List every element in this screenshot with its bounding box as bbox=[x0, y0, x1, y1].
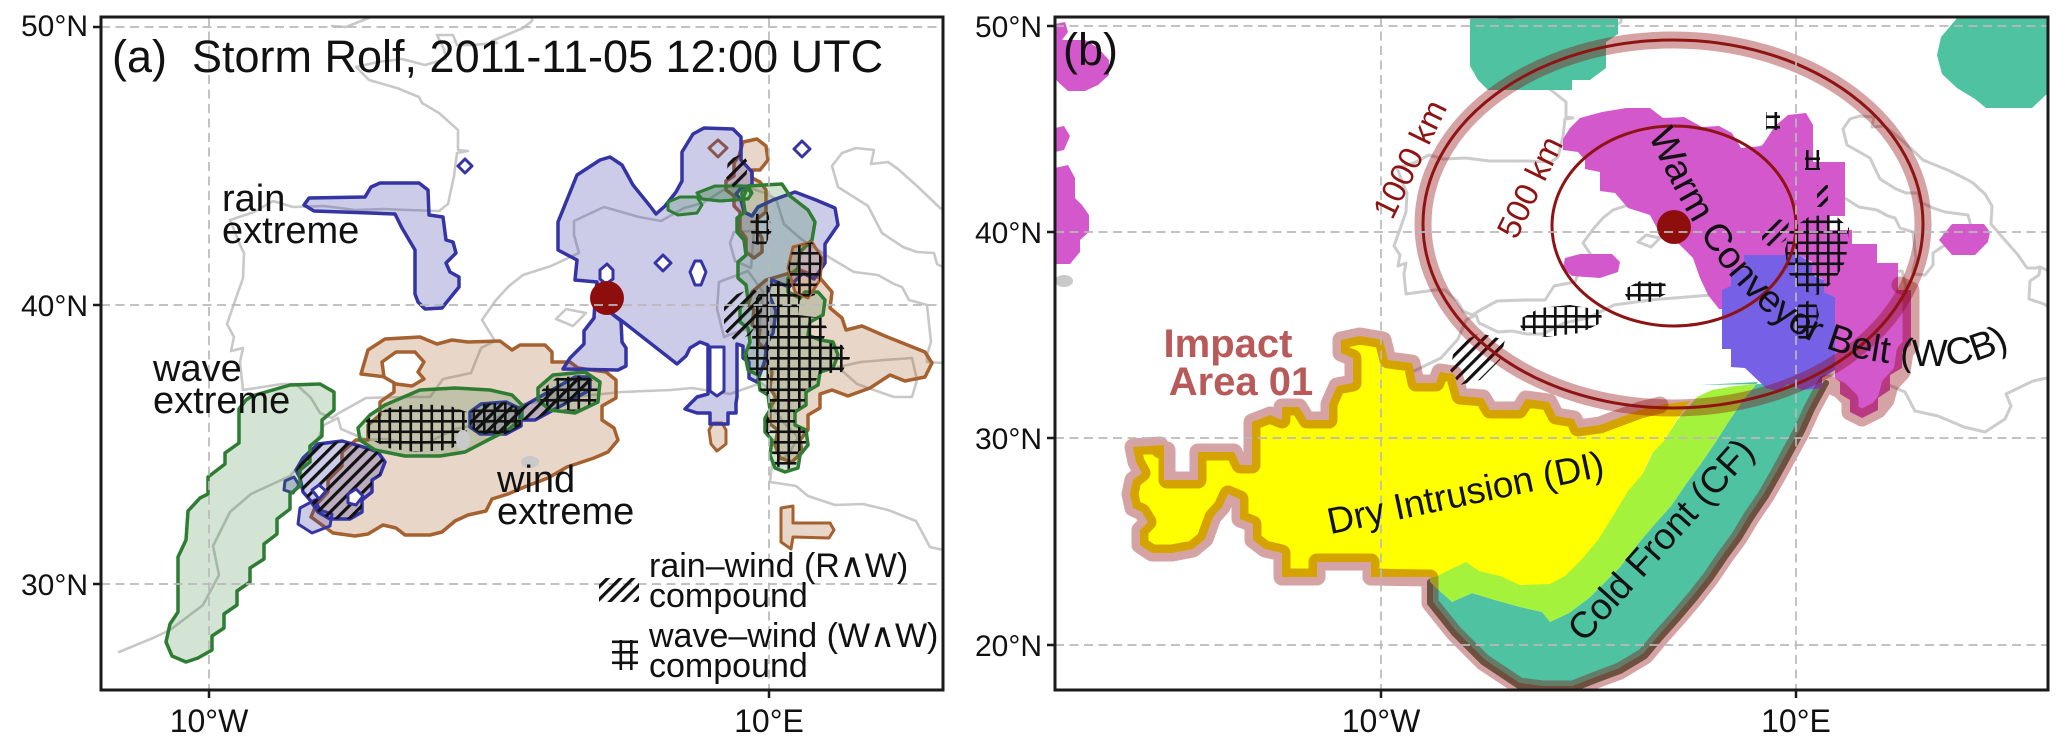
svg-text:40°N: 40°N bbox=[975, 217, 1042, 250]
svg-text:wave: wave bbox=[152, 348, 242, 390]
svg-text:(a) Storm Rolf, 2011-11-05 12: (a) Storm Rolf, 2011-11-05 12:00 UTC bbox=[112, 31, 883, 82]
svg-text:50°N: 50°N bbox=[21, 10, 88, 43]
svg-text:50°N: 50°N bbox=[975, 11, 1042, 44]
svg-text:30°N: 30°N bbox=[21, 569, 88, 602]
svg-text:(b): (b) bbox=[1063, 24, 1118, 75]
svg-text:wind: wind bbox=[496, 459, 575, 501]
svg-text:10°W: 10°W bbox=[1342, 703, 1421, 738]
svg-text:10°W: 10°W bbox=[170, 703, 249, 738]
svg-text:rain–wind (R∧W): rain–wind (R∧W) bbox=[649, 547, 908, 585]
svg-text:Area 01: Area 01 bbox=[1169, 360, 1314, 404]
svg-text:20°N: 20°N bbox=[975, 630, 1042, 663]
svg-text:30°N: 30°N bbox=[975, 423, 1042, 456]
svg-text:extreme: extreme bbox=[497, 491, 634, 533]
svg-text:40°N: 40°N bbox=[21, 290, 88, 323]
svg-text:rain: rain bbox=[222, 178, 285, 220]
svg-text:compound: compound bbox=[649, 577, 808, 615]
svg-text:10°E: 10°E bbox=[734, 703, 804, 738]
svg-text:extreme: extreme bbox=[153, 380, 290, 422]
svg-text:Impact: Impact bbox=[1164, 322, 1293, 366]
svg-text:compound: compound bbox=[649, 647, 808, 685]
svg-text:wave–wind (W∧W): wave–wind (W∧W) bbox=[648, 617, 938, 655]
svg-text:extreme: extreme bbox=[222, 210, 359, 252]
svg-text:10°E: 10°E bbox=[1761, 703, 1831, 738]
